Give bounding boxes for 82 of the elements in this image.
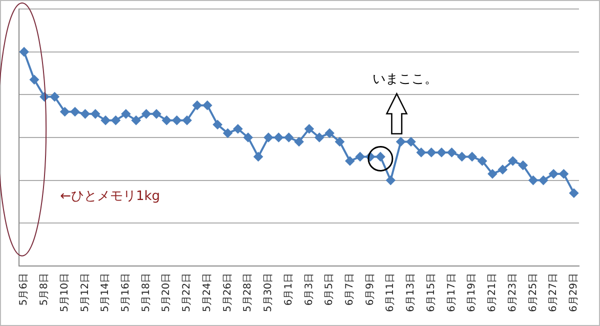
- point: [304, 124, 314, 134]
- point: [426, 148, 436, 157]
- x-tick-label: 5月6日: [18, 272, 30, 306]
- x-tick-label: 5月8日: [39, 272, 50, 306]
- point: [172, 116, 182, 125]
- point: [478, 156, 487, 166]
- x-tick-label: 6月21日: [487, 272, 498, 312]
- x-tick-label: 6月23日: [507, 272, 518, 312]
- x-tick-label: 6月15日: [426, 272, 437, 312]
- point: [528, 176, 538, 185]
- point: [132, 116, 141, 125]
- point: [70, 107, 80, 116]
- point: [284, 132, 294, 142]
- x-tick-label: 6月29日: [568, 272, 580, 312]
- x-tick-label: 6月13日: [406, 272, 417, 312]
- x-tick-label: 5月26日: [222, 272, 234, 312]
- point: [437, 148, 446, 157]
- point: [152, 109, 161, 118]
- x-tick-label: 6月19日: [466, 272, 478, 312]
- point: [50, 92, 60, 102]
- point: [569, 188, 578, 198]
- x-tick-label: 6月25日: [528, 272, 539, 312]
- x-tick-label: 6月17日: [446, 272, 458, 312]
- x-tick-label: 5月30日: [263, 272, 274, 312]
- point: [264, 132, 273, 142]
- point: [274, 132, 284, 142]
- point: [30, 75, 39, 84]
- point: [244, 132, 253, 142]
- point: [488, 169, 497, 178]
- point: [202, 100, 212, 110]
- x-tick-label: 5月16日: [120, 272, 132, 312]
- point: [60, 107, 70, 116]
- point: [386, 176, 396, 185]
- point: [468, 152, 477, 162]
- point: [498, 165, 508, 174]
- point: [20, 47, 29, 56]
- point: [121, 109, 130, 118]
- x-tick-label: 5月20日: [161, 272, 172, 312]
- x-tick-label: 6月3日: [304, 272, 315, 306]
- point: [356, 152, 365, 162]
- x-tick-label: 5月24日: [202, 272, 213, 312]
- annotation: ←ひとメモリ1kg: [60, 188, 160, 205]
- annotation: いまここ。: [372, 70, 438, 88]
- point: [80, 109, 90, 118]
- point: [518, 160, 528, 170]
- x-tick-label: 6月11日: [385, 272, 396, 312]
- x-tick-label: 5月12日: [80, 272, 91, 312]
- point: [447, 148, 456, 157]
- point: [457, 152, 466, 162]
- point: [223, 128, 232, 138]
- x-tick-label: 5月28日: [242, 272, 254, 312]
- point: [111, 116, 120, 125]
- point: [335, 137, 344, 146]
- point: [416, 148, 426, 157]
- point: [538, 176, 548, 185]
- x-tick-label: 6月9日: [364, 272, 376, 306]
- point: [559, 169, 568, 178]
- point: [213, 120, 222, 130]
- point: [182, 116, 192, 125]
- x-tick-label: 6月7日: [344, 272, 356, 306]
- point: [142, 109, 151, 118]
- point: [396, 137, 406, 146]
- point: [314, 132, 324, 142]
- point: [325, 128, 334, 138]
- point: [406, 137, 416, 146]
- point: [233, 124, 242, 134]
- point: [549, 169, 558, 178]
- point: [192, 100, 202, 110]
- point: [90, 109, 100, 118]
- x-tick-label: 6月1日: [283, 272, 294, 306]
- point: [508, 156, 518, 166]
- point: [294, 137, 304, 146]
- point: [101, 116, 110, 125]
- x-tick-label: 5月18日: [140, 272, 152, 312]
- x-tick-label: 6月27日: [548, 272, 560, 312]
- point: [162, 116, 172, 125]
- x-tick-label: 6月5日: [324, 272, 336, 306]
- point: [345, 156, 354, 166]
- x-tick-label: 5月14日: [100, 272, 112, 312]
- x-tick-label: 5月22日: [182, 272, 193, 312]
- point: [254, 152, 263, 162]
- x-tick-label: 5月10日: [59, 272, 70, 312]
